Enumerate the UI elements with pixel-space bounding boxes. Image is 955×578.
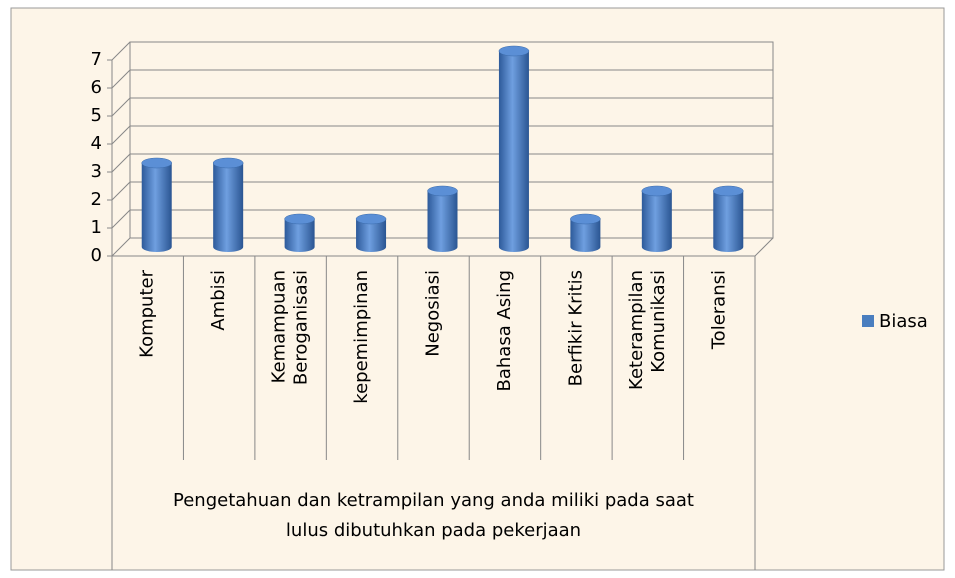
bar bbox=[427, 191, 458, 252]
grid-line bbox=[107, 69, 773, 89]
bar bbox=[141, 163, 172, 252]
bar bbox=[284, 219, 315, 252]
x-tick-label: Komputer bbox=[137, 269, 158, 357]
grid-line bbox=[107, 181, 773, 201]
y-tick-label: 6 bbox=[91, 77, 102, 98]
bar-top bbox=[284, 213, 315, 225]
x-tick-label: Ambisi bbox=[208, 270, 229, 331]
bar bbox=[641, 191, 672, 252]
y-tick-label: 0 bbox=[91, 245, 102, 266]
grid-line bbox=[107, 97, 773, 117]
bar-top bbox=[141, 157, 172, 169]
y-tick-label: 3 bbox=[91, 161, 102, 182]
y-tick-label: 2 bbox=[91, 189, 102, 210]
x-tick-label: Negosiasi bbox=[423, 270, 444, 357]
bar-top bbox=[713, 185, 744, 197]
x-tick-label: kepemimpinan bbox=[351, 270, 372, 404]
bar bbox=[356, 219, 387, 252]
bar bbox=[213, 163, 244, 252]
x-tick-label: KemampuanBeroganisasi bbox=[269, 270, 312, 385]
x-axis-title: Pengetahuan dan ketrampilan yang anda mi… bbox=[173, 490, 694, 541]
bar bbox=[498, 51, 529, 252]
bar-top bbox=[498, 45, 530, 57]
bar-top bbox=[212, 157, 244, 169]
y-tick-label: 4 bbox=[91, 133, 102, 154]
bar-top bbox=[427, 185, 458, 197]
bar-top bbox=[641, 185, 673, 197]
x-tick-label: Berfikir Kritis bbox=[565, 270, 586, 386]
y-tick-label: 1 bbox=[91, 217, 102, 238]
bar bbox=[570, 219, 601, 252]
legend-swatch bbox=[862, 315, 874, 327]
x-tick-label: Bahasa Asing bbox=[494, 270, 515, 391]
x-tick-label: KeterampilanKomunikasi bbox=[626, 270, 669, 390]
grid-line bbox=[107, 125, 773, 145]
bar-top bbox=[570, 213, 601, 225]
chart-area bbox=[10, 7, 945, 571]
bar-top bbox=[355, 213, 387, 225]
bar bbox=[713, 191, 744, 252]
legend-label: Biasa bbox=[879, 311, 928, 332]
x-tick-label: Toleransi bbox=[708, 270, 729, 350]
grid-line bbox=[107, 153, 773, 173]
y-tick-label: 7 bbox=[91, 49, 102, 70]
y-tick-label: 5 bbox=[91, 105, 102, 126]
grid-line bbox=[107, 41, 773, 61]
